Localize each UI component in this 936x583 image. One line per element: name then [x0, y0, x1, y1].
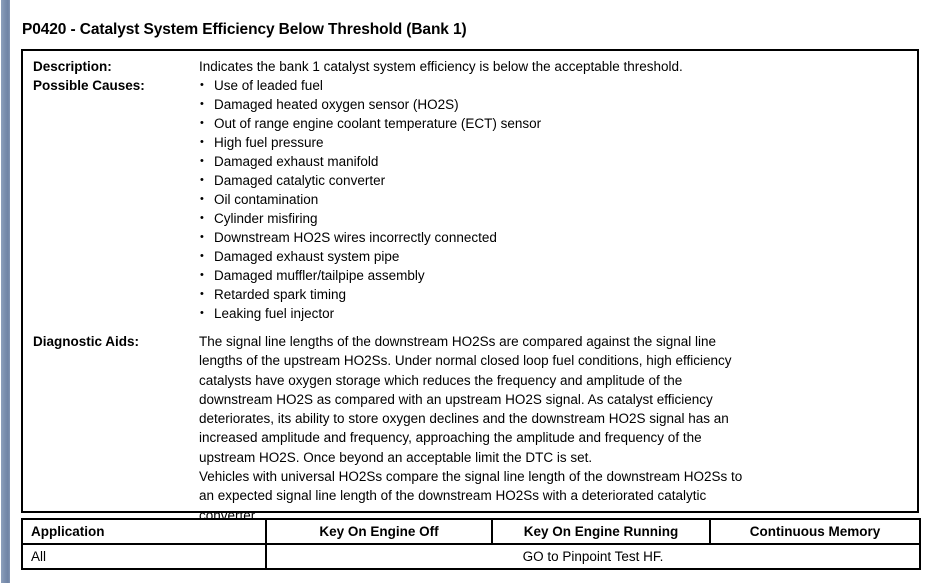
list-item: Cylinder misfiring	[199, 209, 903, 228]
list-item: Damaged muffler/tailpipe assembly	[199, 266, 903, 285]
list-item: Retarded spark timing	[199, 285, 903, 304]
column-header-application: Application	[21, 518, 267, 545]
list-item: Out of range engine coolant temperature …	[199, 114, 903, 133]
list-item: Damaged exhaust system pipe	[199, 247, 903, 266]
list-item: High fuel pressure	[199, 133, 903, 152]
diagnostic-aids-label: Diagnostic Aids:	[33, 334, 140, 349]
list-item: Oil contamination	[199, 190, 903, 209]
paragraph-line: downstream HO2S as compared with an upst…	[199, 391, 713, 407]
paragraph-line: an expected signal line length of the do…	[199, 488, 707, 504]
description-label: Description:	[33, 59, 112, 74]
list-item: Leaking fuel injector	[199, 304, 903, 323]
column-header-continuous-memory: Continuous Memory	[709, 518, 921, 545]
paragraph-line: deteriorates, its ability to store oxyge…	[199, 411, 729, 427]
list-item: Use of leaded fuel	[199, 76, 903, 95]
paragraph-line: lengths of the upstream HO2Ss. Under nor…	[199, 353, 732, 369]
application-table: Application Key On Engine Off Key On Eng…	[21, 518, 921, 570]
cell-test-result: GO to Pinpoint Test HF.	[265, 543, 921, 570]
list-item: Downstream HO2S wires incorrectly connec…	[199, 228, 903, 247]
viewer-gutter-strip	[0, 0, 11, 583]
paragraph-line: The signal line lengths of the downstrea…	[199, 334, 717, 349]
diagnostic-aids-paragraph: The signal line lengths of the downstrea…	[199, 332, 903, 525]
paragraph-line: Vehicles with universal HO2Ss compare th…	[199, 469, 743, 485]
cell-application: All	[21, 543, 267, 570]
table-row: All GO to Pinpoint Test HF.	[21, 543, 921, 570]
page-title: P0420 - Catalyst System Efficiency Below…	[22, 21, 467, 38]
paragraph-line: catalysts have oxygen storage which redu…	[199, 372, 683, 388]
possible-causes-value: Use of leaded fuelDamaged heated oxygen …	[199, 76, 917, 323]
possible-causes-row: Possible Causes: Use of leaded fuelDamag…	[23, 76, 917, 323]
list-item: Damaged exhaust manifold	[199, 152, 903, 171]
description-value: Indicates the bank 1 catalyst system eff…	[199, 59, 683, 74]
list-item: Damaged heated oxygen sensor (HO2S)	[199, 95, 903, 114]
dtc-detail-box: Description: Indicates the bank 1 cataly…	[21, 49, 919, 523]
document-page: P0420 - Catalyst System Efficiency Below…	[11, 0, 936, 583]
dtc-detail-rows: Description: Indicates the bank 1 cataly…	[23, 51, 917, 525]
diagnostic-aids-value: The signal line lengths of the downstrea…	[199, 332, 917, 525]
column-header-key-on-engine-off: Key On Engine Off	[265, 518, 493, 545]
description-row: Description: Indicates the bank 1 cataly…	[23, 57, 917, 76]
paragraph-line: increased amplitude and frequency, appro…	[199, 430, 702, 446]
column-header-key-on-engine-running: Key On Engine Running	[491, 518, 711, 545]
diagnostic-aids-row: Diagnostic Aids: The signal line lengths…	[23, 332, 917, 525]
possible-causes-list: Use of leaded fuelDamaged heated oxygen …	[199, 76, 903, 323]
paragraph-line: upstream HO2S. Once beyond an acceptable…	[199, 449, 593, 465]
list-item: Damaged catalytic converter	[199, 171, 903, 190]
application-table-header-row: Application Key On Engine Off Key On Eng…	[21, 518, 921, 545]
possible-causes-label: Possible Causes:	[33, 78, 145, 93]
